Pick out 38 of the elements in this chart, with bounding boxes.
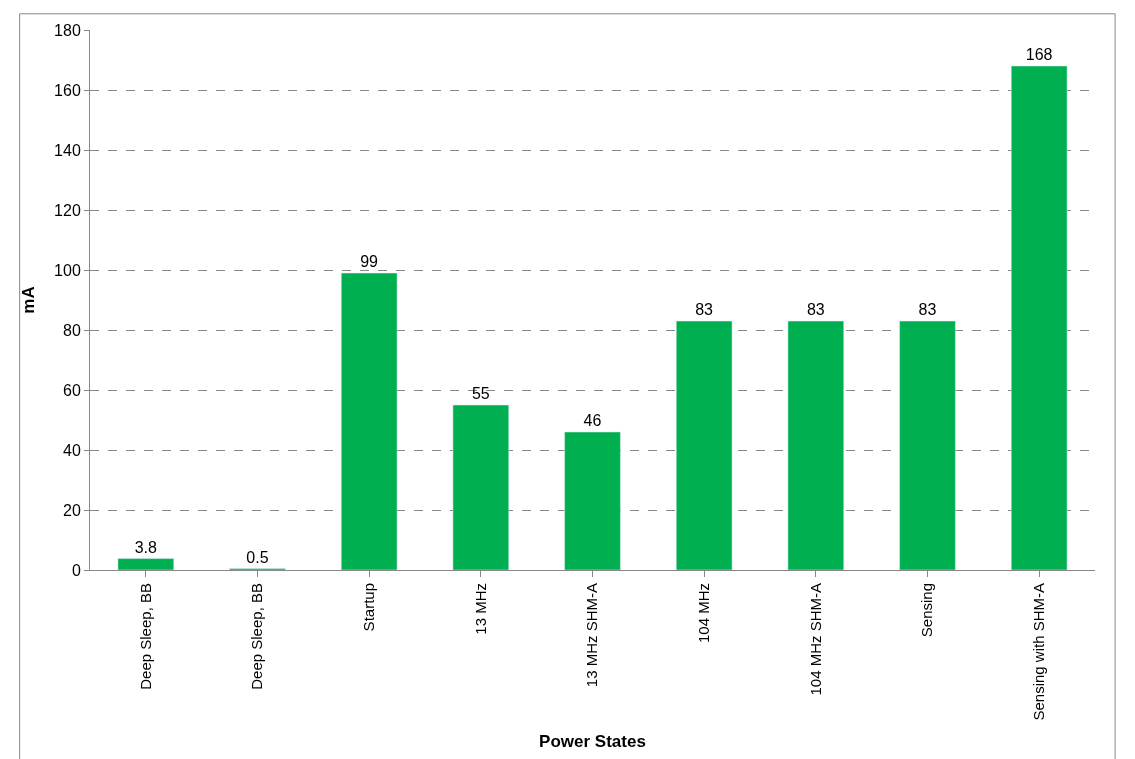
- y-tick-label: 160: [54, 81, 81, 99]
- y-tick-label: 120: [54, 201, 81, 219]
- x-tick-label: Sensing: [918, 583, 936, 638]
- data-label: 83: [695, 301, 714, 318]
- y-tick-label: 140: [54, 141, 81, 159]
- x-tick-label: Deep Sleep, BB: [136, 583, 154, 690]
- bar: [787, 320, 844, 570]
- y-tick-label: 80: [63, 321, 81, 339]
- data-label: 99: [360, 253, 379, 270]
- bar: [341, 272, 398, 570]
- y-tick-label: 60: [63, 381, 81, 399]
- bar: [676, 320, 733, 570]
- x-tick-label: 13 MHz: [471, 583, 489, 635]
- y-tick-label: 0: [71, 561, 81, 579]
- data-label: 168: [1025, 46, 1053, 63]
- y-tick-label: 40: [63, 441, 81, 459]
- x-tick-label: Deep Sleep, BB: [248, 583, 266, 690]
- x-tick-label: 13 MHz SHM-A: [583, 583, 601, 688]
- data-label: 3.8: [134, 538, 158, 556]
- data-label: 83: [918, 301, 937, 318]
- bar: [117, 558, 174, 570]
- x-tick-label: Sensing with SHM-A: [1030, 583, 1048, 721]
- data-label: 83: [806, 301, 825, 318]
- bar: [564, 431, 621, 570]
- data-label: 0.5: [246, 548, 269, 566]
- x-tick-label: 104 MHz: [695, 583, 713, 644]
- x-tick-label: 104 MHz SHM-A: [806, 583, 824, 696]
- y-tick-label: 180: [54, 21, 81, 39]
- x-tick-label: Startup: [360, 583, 378, 632]
- bar: [899, 320, 956, 570]
- bar: [1011, 65, 1068, 570]
- data-label: 55: [471, 385, 490, 402]
- bar: [452, 404, 509, 570]
- y-tick-label: 20: [63, 501, 81, 519]
- y-tick-label: 100: [54, 261, 81, 279]
- x-axis-title: Power States: [539, 731, 646, 751]
- data-label: 46: [583, 412, 602, 429]
- y-axis-title: mA: [18, 286, 38, 314]
